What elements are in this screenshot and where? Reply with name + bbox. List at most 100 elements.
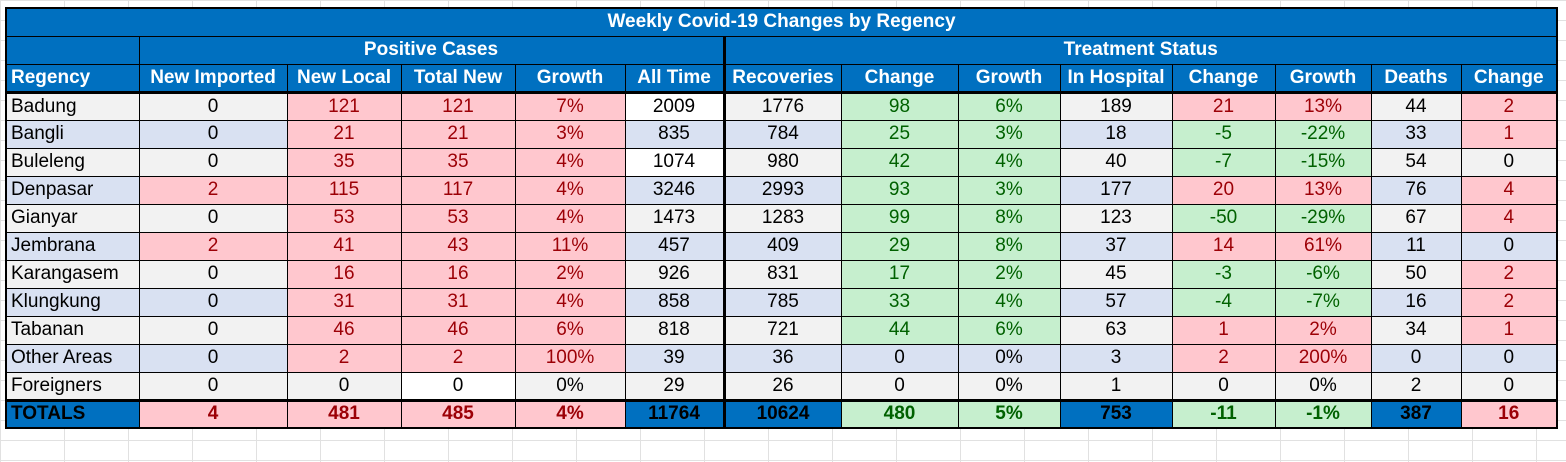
cell-change: 2 <box>1460 287 1558 317</box>
total-new-local: 481 <box>286 398 402 429</box>
cell-change: 98 <box>840 91 959 121</box>
regency-name: Tabanan <box>5 315 140 345</box>
cell-in-hospital: 18 <box>1059 119 1173 149</box>
cell-all-time: 926 <box>624 259 725 289</box>
cell-new-imported: 0 <box>138 203 288 233</box>
cell-all-time: 29 <box>624 371 725 401</box>
cell-new-local: 46 <box>286 315 402 345</box>
cell-recoveries: 26 <box>722 371 842 401</box>
cell-deaths: 44 <box>1370 91 1462 121</box>
table-row: Denpasar 2 115 117 4% 3246 2993 93 3% 177 20 13% 76 4 <box>5 175 1558 205</box>
total-recoveries: 10624 <box>722 398 842 429</box>
cell-new-imported: 0 <box>138 343 288 373</box>
cell-new-imported: 0 <box>138 287 288 317</box>
cell-growth: -22% <box>1274 119 1372 149</box>
cell-growth: -6% <box>1274 259 1372 289</box>
cell-recoveries: 980 <box>722 147 842 177</box>
total-new-imported: 4 <box>138 398 288 429</box>
cell-growth: 4% <box>514 175 626 205</box>
header-change: Change <box>1171 63 1276 94</box>
cell-in-hospital: 40 <box>1059 147 1173 177</box>
cell-change: 0 <box>1460 371 1558 401</box>
group-spacer <box>5 35 140 65</box>
cell-change: 0 <box>840 343 959 373</box>
cell-deaths: 76 <box>1370 175 1462 205</box>
cell-deaths: 0 <box>1370 343 1462 373</box>
total-change: 16 <box>1460 398 1558 429</box>
cell-deaths: 16 <box>1370 287 1462 317</box>
cell-in-hospital: 63 <box>1059 315 1173 345</box>
cell-all-time: 818 <box>624 315 725 345</box>
cell-all-time: 858 <box>624 287 725 317</box>
cell-deaths: 11 <box>1370 231 1462 261</box>
table-row: Foreigners 0 0 0 0% 29 26 0 0% 1 0 0% 2 0 <box>5 371 1558 401</box>
cell-new-local: 0 <box>286 371 402 401</box>
cell-new-imported: 0 <box>138 315 288 345</box>
cell-growth: 2% <box>957 259 1061 289</box>
cell-change: 4 <box>1460 175 1558 205</box>
cell-new-local: 2 <box>286 343 402 373</box>
cell-change: 0 <box>1171 371 1276 401</box>
cell-change: 2 <box>1171 343 1276 373</box>
cell-growth: 13% <box>1274 91 1372 121</box>
cell-growth: 3% <box>957 175 1061 205</box>
cell-change: 42 <box>840 147 959 177</box>
table-row: Buleleng 0 35 35 4% 1074 980 42 4% 40 -7 -15% 54 0 <box>5 147 1558 177</box>
cell-growth: 4% <box>514 287 626 317</box>
cell-growth: 8% <box>957 231 1061 261</box>
cell-deaths: 67 <box>1370 203 1462 233</box>
regency-name: Foreigners <box>5 371 140 401</box>
cell-growth: -15% <box>1274 147 1372 177</box>
covid-changes-table: Weekly Covid-19 Changes by Regency Posit… <box>5 7 1558 429</box>
cell-deaths: 33 <box>1370 119 1462 149</box>
header-deaths: Deaths <box>1370 63 1462 94</box>
cell-growth: 0% <box>957 343 1061 373</box>
cell-recoveries: 1776 <box>722 91 842 121</box>
cell-recoveries: 36 <box>722 343 842 373</box>
header-growth: Growth <box>957 63 1061 94</box>
cell-total-new: 117 <box>400 175 516 205</box>
cell-growth: 0% <box>514 371 626 401</box>
cell-change: 17 <box>840 259 959 289</box>
total-in-hospital: 753 <box>1059 398 1173 429</box>
cell-growth: 4% <box>957 287 1061 317</box>
cell-change: 1 <box>1460 119 1558 149</box>
cell-recoveries: 831 <box>722 259 842 289</box>
table-row: Tabanan 0 46 46 6% 818 721 44 6% 63 1 2% 34 1 <box>5 315 1558 345</box>
header-change: Change <box>1460 63 1558 94</box>
cell-total-new: 121 <box>400 91 516 121</box>
cell-change: -5 <box>1171 119 1276 149</box>
cell-change: 99 <box>840 203 959 233</box>
cell-all-time: 835 <box>624 119 725 149</box>
cell-new-local: 35 <box>286 147 402 177</box>
cell-recoveries: 1283 <box>722 203 842 233</box>
cell-recoveries: 784 <box>722 119 842 149</box>
cell-all-time: 2009 <box>624 91 725 121</box>
cell-in-hospital: 177 <box>1059 175 1173 205</box>
cell-growth: 61% <box>1274 231 1372 261</box>
cell-deaths: 50 <box>1370 259 1462 289</box>
cell-all-time: 3246 <box>624 175 725 205</box>
cell-change: 1 <box>1460 315 1558 345</box>
cell-growth: 11% <box>514 231 626 261</box>
cell-growth: -29% <box>1274 203 1372 233</box>
group-positive-cases: Positive Cases <box>138 35 725 65</box>
table-row: Badung 0 121 121 7% 2009 1776 98 6% 189 21 13% 44 2 <box>5 91 1558 121</box>
cell-change: -50 <box>1171 203 1276 233</box>
totals-row: TOTALS 4 481 485 4% 11764 10624 480 5% 753 -11 -1% 3… <box>5 398 1558 429</box>
regency-name: Buleleng <box>5 147 140 177</box>
cell-all-time: 39 <box>624 343 725 373</box>
cell-deaths: 2 <box>1370 371 1462 401</box>
cell-growth: 6% <box>514 315 626 345</box>
cell-recoveries: 721 <box>722 315 842 345</box>
cell-total-new: 2 <box>400 343 516 373</box>
cell-growth: 8% <box>957 203 1061 233</box>
cell-change: 1 <box>1171 315 1276 345</box>
cell-change: 29 <box>840 231 959 261</box>
table-row: Gianyar 0 53 53 4% 1473 1283 99 8% 123 -50 -29% 67 4 <box>5 203 1558 233</box>
cell-growth: 200% <box>1274 343 1372 373</box>
cell-growth: 0% <box>957 371 1061 401</box>
header-recoveries: Recoveries <box>722 63 842 94</box>
header-change: Change <box>840 63 959 94</box>
cell-total-new: 31 <box>400 287 516 317</box>
